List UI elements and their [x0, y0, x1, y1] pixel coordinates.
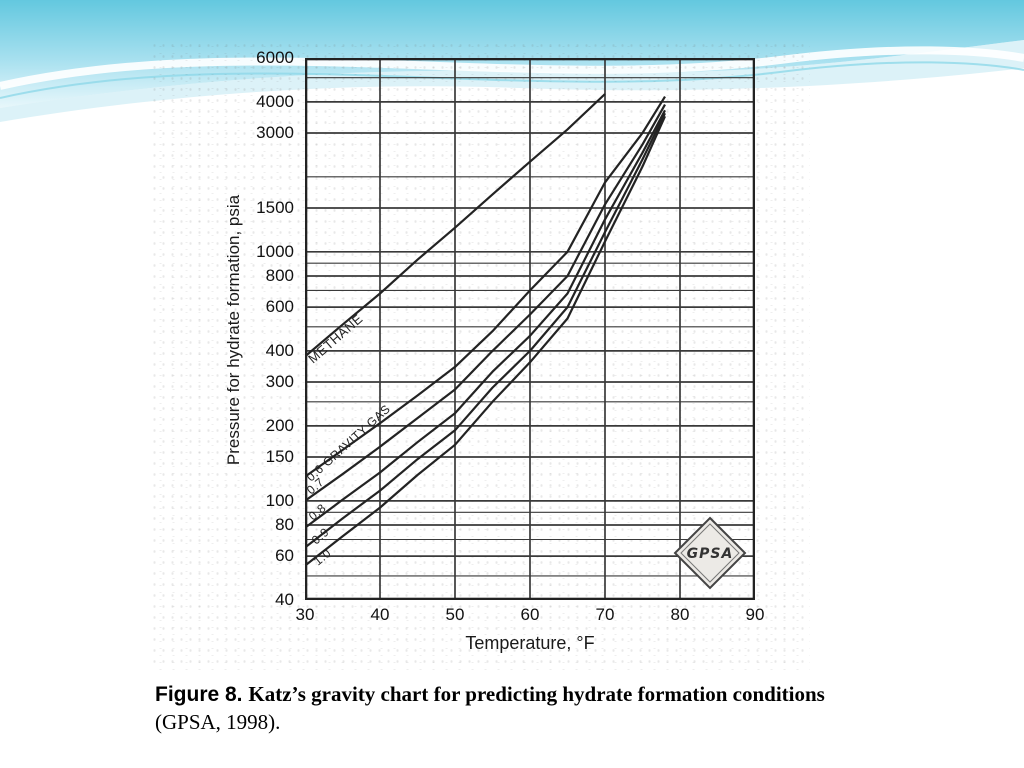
- figure-caption-label: Figure 8.: [155, 683, 243, 706]
- y-tick-label: 1500: [256, 197, 294, 217]
- wave-band-main: [0, 0, 1024, 108]
- curve-methane: [305, 93, 606, 358]
- x-tick-label: 30: [295, 605, 315, 624]
- gpsa-logo: GPSA: [673, 516, 747, 590]
- x-tick-label: 80: [670, 605, 690, 624]
- x-tick-label: 60: [520, 605, 540, 624]
- figure-caption-title: Katz’s gravity chart for predicting hydr…: [248, 682, 825, 706]
- y-tick-label: 600: [265, 297, 294, 317]
- header-wave-decoration: [0, 0, 1024, 122]
- figure-caption-source: (GPSA, 1998).: [155, 709, 281, 734]
- y-tick-label: 6000: [256, 48, 294, 67]
- y-tick-label: 3000: [256, 122, 294, 142]
- y-axis-tick-labels: 6000 4000 3000 1500 1000 800 600 400 300 200 150 10…: [240, 48, 300, 609]
- curve-label: METHANE: [305, 311, 365, 366]
- y-tick-label: 1000: [256, 241, 294, 261]
- y-tick-label: 150: [265, 447, 294, 467]
- curve-1-0-gravity-gas: [305, 115, 667, 567]
- y-tick-label: 100: [265, 490, 294, 510]
- figure-caption: Figure 8. Katz’s gravity chart for predi…: [155, 681, 850, 736]
- y-tick-label: 400: [265, 340, 294, 360]
- y-tick-label: 40: [275, 590, 294, 609]
- wave-thin-line: [0, 61, 1024, 99]
- plot-border: [305, 58, 755, 600]
- y-tick-label: 800: [265, 265, 294, 285]
- curve-0-6-gravity-gas: [305, 96, 666, 478]
- y-tick-label: 4000: [256, 91, 294, 111]
- svg-text:GPSA: GPSA: [687, 546, 734, 562]
- wave-highlight-line: [0, 46, 1024, 90]
- curve-label: 1.0: [311, 546, 334, 568]
- x-tick-label: 90: [745, 605, 765, 624]
- x-tick-label: 40: [370, 605, 390, 624]
- x-axis-title: Temperature, °F: [465, 633, 595, 653]
- curve-label: 0.8: [306, 501, 329, 523]
- x-tick-label: 70: [595, 605, 615, 624]
- y-tick-label: 300: [265, 372, 294, 392]
- curve-0-8-gravity-gas: [305, 109, 666, 529]
- y-tick-label: 80: [275, 515, 294, 535]
- x-axis-tick-labels: 30 40 50 60 70 80 90: [296, 605, 765, 629]
- curve-0-7-gravity-gas: [305, 104, 666, 502]
- y-tick-label: 200: [265, 415, 294, 435]
- y-tick-label: 60: [275, 546, 294, 566]
- curve-0-9-gravity-gas: [305, 112, 666, 549]
- gridlines: [305, 58, 755, 600]
- x-tick-label: 50: [445, 605, 465, 624]
